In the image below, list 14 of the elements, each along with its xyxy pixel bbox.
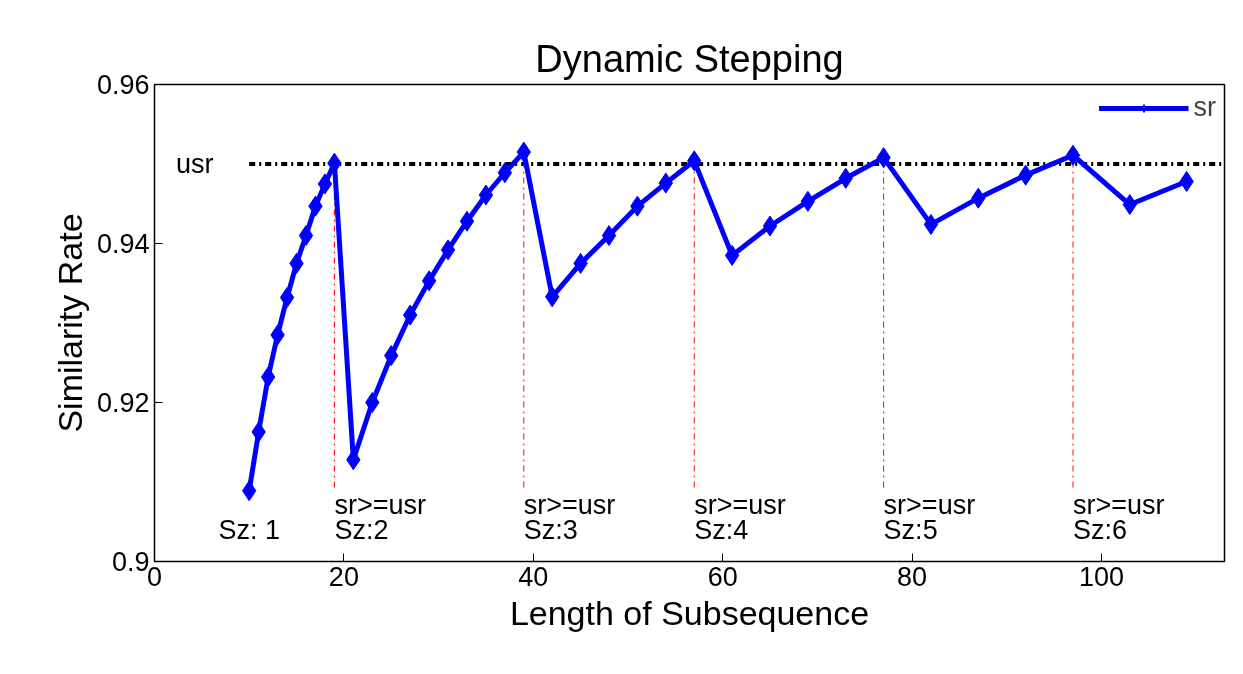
x-tick-label: 80	[897, 561, 928, 592]
legend-label: sr	[1193, 92, 1216, 123]
x-tick-label: 60	[707, 561, 738, 592]
y-tick-label: 0.94	[96, 229, 150, 259]
annotation: Sz: 1	[218, 515, 280, 546]
x-tick-label: 20	[328, 561, 359, 592]
y-axis-title: Similarity Rate	[50, 213, 89, 433]
y-tick-label: 0.92	[96, 388, 150, 418]
x-tick-label: 100	[1078, 561, 1124, 592]
y-tick-label: 0.96	[96, 70, 150, 100]
x-tick-label: 40	[518, 561, 549, 592]
ref-line-label: usr	[175, 149, 214, 179]
chart-title: Dynamic Stepping	[535, 37, 844, 80]
x-axis-title: Length of Subsequence	[509, 593, 870, 632]
